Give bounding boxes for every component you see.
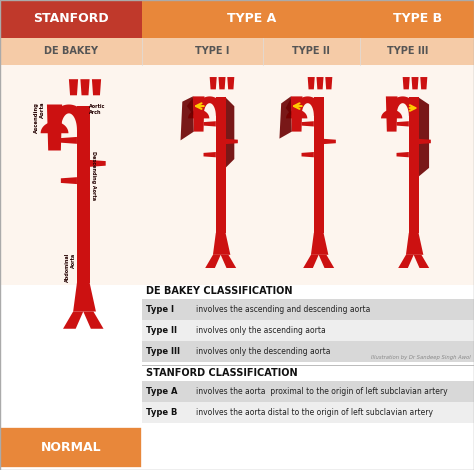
Polygon shape [48,104,90,130]
Polygon shape [205,255,221,268]
Polygon shape [324,139,336,144]
Bar [142,299,474,320]
Polygon shape [406,233,423,255]
Polygon shape [286,110,307,118]
Bar [142,0,363,38]
Polygon shape [63,312,83,329]
Polygon shape [387,96,419,116]
Polygon shape [397,152,409,157]
Polygon shape [81,79,90,95]
Polygon shape [41,122,68,133]
Bar [0,65,474,285]
Polygon shape [420,77,428,89]
Text: involves the ascending and descending aorta: involves the ascending and descending ao… [196,305,370,314]
Polygon shape [419,139,431,144]
Polygon shape [61,137,77,144]
Polygon shape [181,96,194,141]
Polygon shape [419,97,429,177]
Text: Type II: Type II [146,326,177,335]
Text: involves the aorta distal to the origin of left subclavian artery: involves the aorta distal to the origin … [196,408,433,417]
Polygon shape [77,106,90,283]
Text: involves only the descending aorta: involves only the descending aorta [196,347,330,356]
Polygon shape [409,97,419,233]
Polygon shape [311,233,328,255]
Text: Type I: Type I [146,305,174,314]
Polygon shape [403,77,410,89]
Text: Type B: Type B [146,408,177,417]
Bar [0,38,474,65]
Polygon shape [317,77,324,89]
Polygon shape [90,160,106,167]
Polygon shape [325,77,332,89]
Polygon shape [213,233,230,255]
Polygon shape [291,96,302,132]
Polygon shape [414,255,429,268]
Text: TYPE B: TYPE B [393,13,443,25]
Polygon shape [83,312,103,329]
Polygon shape [286,96,292,116]
Bar [0,0,142,38]
Polygon shape [203,121,216,126]
Polygon shape [188,110,210,118]
Polygon shape [398,255,414,268]
Text: TYPE I: TYPE I [195,47,229,56]
Polygon shape [301,152,314,157]
Text: TYPE III: TYPE III [387,47,428,56]
Bar [142,381,474,402]
Polygon shape [226,97,234,168]
Polygon shape [73,283,96,312]
Text: DE BAKEY: DE BAKEY [44,47,98,56]
Polygon shape [210,77,217,89]
Polygon shape [216,97,226,233]
Text: Ascending
Aorta: Ascending Aorta [34,102,45,133]
Polygon shape [187,96,194,116]
Polygon shape [92,79,101,95]
Polygon shape [221,255,236,268]
Polygon shape [47,104,62,150]
Text: Type A: Type A [146,387,177,396]
Polygon shape [292,96,324,116]
Polygon shape [381,110,402,118]
Polygon shape [194,96,226,116]
Bar [363,0,474,38]
Polygon shape [219,77,226,89]
Polygon shape [314,97,324,233]
Polygon shape [397,121,409,126]
Bar [142,402,474,423]
Text: Aortic
Arch: Aortic Arch [89,104,105,115]
Bar [142,341,474,362]
Polygon shape [227,77,234,89]
Polygon shape [301,121,314,126]
Text: Descending Aorta: Descending Aorta [91,151,96,200]
Text: DE BAKEY CLASSIFICATION: DE BAKEY CLASSIFICATION [146,286,292,296]
Polygon shape [69,79,78,95]
Text: involves only the ascending aorta: involves only the ascending aorta [196,326,326,335]
Text: STANFORD: STANFORD [33,13,109,25]
Polygon shape [319,255,334,268]
Polygon shape [193,96,204,132]
Text: involves the aorta  proximal to the origin of left subclavian artery: involves the aorta proximal to the origi… [196,387,447,396]
Text: Abdominal
Aorta: Abdominal Aorta [65,253,76,282]
Text: TYPE A: TYPE A [228,13,277,25]
Bar [0,427,142,468]
Polygon shape [303,255,319,268]
Polygon shape [386,96,398,132]
Polygon shape [280,96,292,139]
Text: Type III: Type III [146,347,180,356]
Text: TYPE II: TYPE II [292,47,330,56]
Polygon shape [308,77,315,89]
Polygon shape [203,152,216,157]
Polygon shape [226,139,238,144]
Text: NORMAL: NORMAL [41,441,101,454]
Polygon shape [61,177,77,184]
Bar [0,427,142,468]
Bar [142,320,474,341]
Text: Illustration by Dr Sandeep Singh Awol: Illustration by Dr Sandeep Singh Awol [371,355,471,360]
Text: STANFORD CLASSIFICATION: STANFORD CLASSIFICATION [146,368,298,378]
Polygon shape [411,77,419,89]
